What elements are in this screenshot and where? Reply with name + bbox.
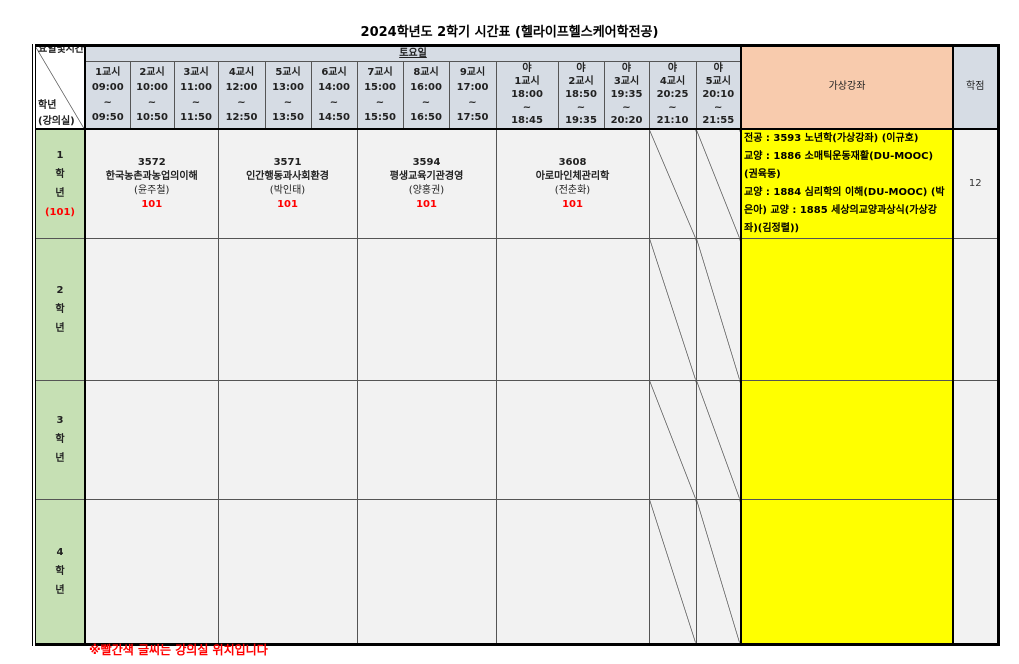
course-cell[interactable]: 3571 인간행동과사회환경 (박인태) 101 <box>217 128 358 239</box>
empty-course-cell[interactable] <box>356 498 497 645</box>
virtual-course-cell <box>740 498 954 645</box>
credits-value: 12 <box>952 128 999 239</box>
period-header: 4교시 12:00 ~12:50 <box>217 61 266 129</box>
period-header: 5교시 13:00 ~13:50 <box>264 61 312 129</box>
empty-slot-diagonal <box>695 237 742 381</box>
period-header: 9교시 17:00 ~17:50 <box>448 61 497 129</box>
course-cell[interactable]: 3608 아로마인체관리학 (전춘화) 101 <box>495 128 650 239</box>
period-header: 8교시 16:00 ~16:50 <box>402 61 450 129</box>
period-header: 야 4교시 20:25 ~21:10 <box>648 61 697 129</box>
course-cell[interactable]: 3594 평생교육기관경영 (양홍권) 101 <box>356 128 497 239</box>
virtual-header: 가상강좌 <box>740 45 954 129</box>
empty-slot-diagonal <box>695 379 742 500</box>
empty-course-cell[interactable] <box>495 498 650 645</box>
period-header: 야 5교시 20:10 ~21:55 <box>695 61 742 129</box>
period-header: 2교시 10:00 ~10:50 <box>129 61 175 129</box>
credits-cell <box>952 237 999 381</box>
period-header: 1교시 09:00 ~09:50 <box>84 61 131 129</box>
timetable: 요일및시간 학년 (강의실) 토요일 가상강좌 학점 1교시 09:00 ~09:5… <box>32 44 1000 646</box>
empty-course-cell[interactable] <box>84 379 219 500</box>
empty-course-cell[interactable] <box>217 237 358 381</box>
corner-top-label: 요일및시간 <box>38 45 84 56</box>
credits-cell <box>952 498 999 645</box>
period-header: 야 3교시 19:35 ~20:20 <box>603 61 650 129</box>
virtual-course-list: 전공 : 3593 노년학(가상강좌) (이규호) 교양 : 1886 소매틱운동… <box>740 128 954 239</box>
day-header: 토요일 <box>84 45 742 62</box>
footnote: ※빨간색 글씨는 강의실 위치입니다 <box>89 643 268 657</box>
empty-course-cell[interactable] <box>495 237 650 381</box>
period-header: 7교시 15:00 ~15:50 <box>356 61 404 129</box>
course-cell[interactable]: 3572 한국농촌과농업의이해 (윤주철) 101 <box>84 128 219 239</box>
period-header: 3교시 11:00 ~11:50 <box>173 61 219 129</box>
empty-slot-diagonal <box>648 237 697 381</box>
empty-slot-diagonal <box>648 128 697 239</box>
virtual-course-cell <box>740 379 954 500</box>
period-header: 야 2교시 18:50 ~19:35 <box>557 61 605 129</box>
grade-1: 1 학 년 (101) <box>32 128 86 239</box>
corner-room-label: (강의실) <box>38 116 75 127</box>
empty-course-cell[interactable] <box>217 498 358 645</box>
empty-course-cell[interactable] <box>495 379 650 500</box>
empty-course-cell[interactable] <box>356 379 497 500</box>
empty-course-cell[interactable] <box>84 237 219 381</box>
empty-slot-diagonal <box>695 128 742 239</box>
empty-course-cell[interactable] <box>217 379 358 500</box>
empty-course-cell[interactable] <box>84 498 219 645</box>
empty-slot-diagonal <box>648 379 697 500</box>
virtual-course-cell <box>740 237 954 381</box>
corner-header: 요일및시간 학년 (강의실) <box>32 45 86 129</box>
empty-slot-diagonal <box>695 498 742 645</box>
period-header: 야 1교시 18:00 ~18:45 <box>495 61 559 129</box>
period-header: 6교시 14:00 ~14:50 <box>310 61 358 129</box>
credit-header: 학점 <box>952 45 999 129</box>
empty-course-cell[interactable] <box>356 237 497 381</box>
corner-bottom-label: 학년 <box>38 100 57 111</box>
page-title: 2024학년도 2학기 시간표 (헬라이프헬스케어학전공) <box>360 25 659 40</box>
credits-cell <box>952 379 999 500</box>
empty-slot-diagonal <box>648 498 697 645</box>
